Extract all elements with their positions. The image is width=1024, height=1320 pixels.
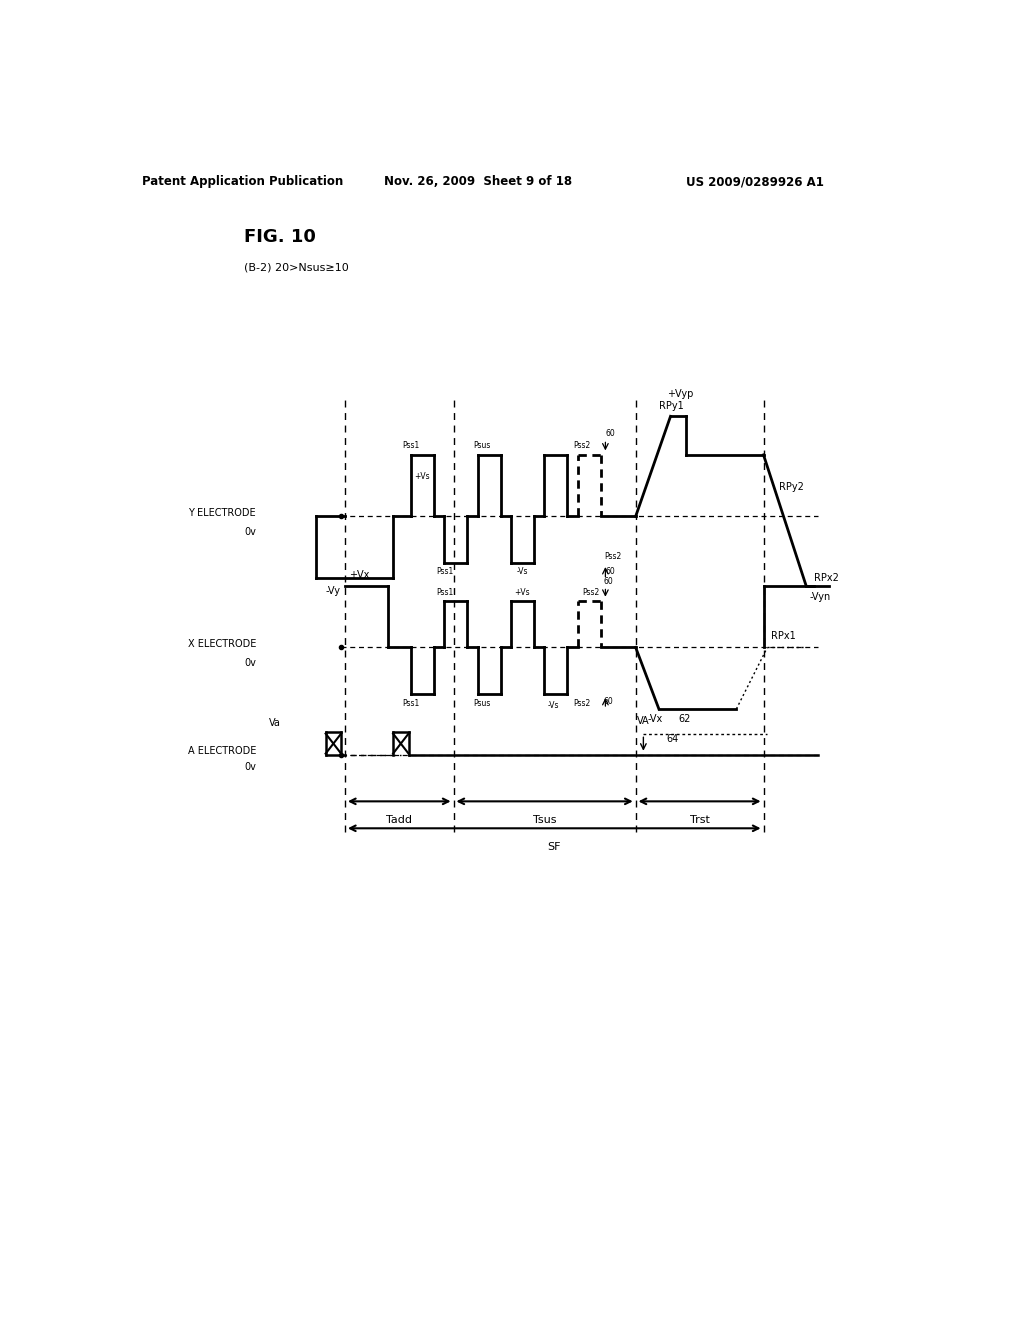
Text: -Vx: -Vx	[647, 714, 663, 725]
Text: Pss2: Pss2	[573, 700, 591, 708]
Text: Pss2: Pss2	[573, 441, 591, 450]
Text: Trst: Trst	[689, 816, 710, 825]
Text: 60: 60	[604, 577, 613, 586]
Text: 60: 60	[605, 568, 615, 577]
Text: Pss1: Pss1	[402, 441, 420, 450]
Text: 60: 60	[605, 429, 615, 438]
Text: Patent Application Publication: Patent Application Publication	[142, 176, 343, 189]
Text: -Vy: -Vy	[326, 586, 341, 595]
Text: Psus: Psus	[473, 441, 490, 450]
Text: 0v: 0v	[244, 763, 256, 772]
Text: Tsus: Tsus	[532, 816, 556, 825]
Text: A ELECTRODE: A ELECTRODE	[187, 746, 256, 755]
Text: +Vs: +Vs	[415, 471, 430, 480]
Text: Pss1: Pss1	[402, 700, 420, 708]
Text: -Vs: -Vs	[517, 568, 528, 577]
Text: Pss2: Pss2	[604, 552, 622, 561]
Text: -Vyn: -Vyn	[810, 591, 831, 602]
Text: 0v: 0v	[244, 657, 256, 668]
Text: Va: Va	[269, 718, 282, 729]
Text: X ELECTRODE: X ELECTRODE	[187, 639, 256, 649]
Text: -Vs: -Vs	[548, 701, 559, 710]
Text: 62: 62	[678, 714, 690, 725]
Text: Pss1: Pss1	[436, 589, 454, 598]
Text: (B-2) 20>Nsus≥10: (B-2) 20>Nsus≥10	[245, 263, 349, 272]
Text: 64: 64	[667, 734, 679, 743]
Text: Y ELECTRODE: Y ELECTRODE	[188, 508, 256, 519]
Text: +Vyp: +Vyp	[667, 389, 693, 400]
Text: FIG. 10: FIG. 10	[245, 227, 316, 246]
Text: Psus: Psus	[473, 700, 490, 708]
Text: SF: SF	[548, 842, 561, 853]
Text: Pss2: Pss2	[583, 589, 599, 598]
Text: +Vs: +Vs	[515, 587, 530, 597]
Text: Pss1: Pss1	[436, 568, 454, 577]
Text: RPx1: RPx1	[771, 631, 796, 642]
Text: Tadd: Tadd	[386, 816, 413, 825]
Text: RPy2: RPy2	[779, 482, 804, 492]
Text: US 2009/0289926 A1: US 2009/0289926 A1	[686, 176, 824, 189]
Text: RPx2: RPx2	[814, 573, 839, 582]
Text: RPy1: RPy1	[658, 401, 684, 411]
Text: Nov. 26, 2009  Sheet 9 of 18: Nov. 26, 2009 Sheet 9 of 18	[384, 176, 571, 189]
Text: +Vx: +Vx	[349, 570, 370, 581]
Text: VA: VA	[637, 715, 649, 726]
Text: 0v: 0v	[244, 527, 256, 537]
Text: 60: 60	[604, 697, 613, 706]
